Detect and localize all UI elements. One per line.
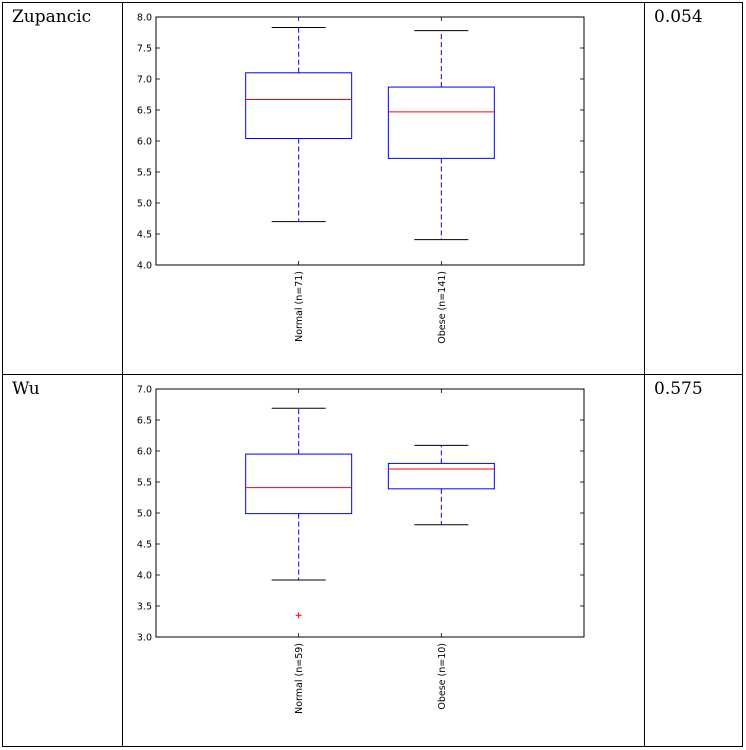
plot-area bbox=[155, 16, 585, 266]
boxplot-chart: 4.0 4.5 5.0 5.5 6.0 6.5 7.0 7.5 8.0 Normal (n=71)… bbox=[137, 13, 585, 344]
p-value: 0.054 bbox=[654, 7, 703, 27]
y-tick-label: 3.0 bbox=[137, 633, 152, 644]
x-tick-label: Normal (n=71) bbox=[294, 271, 305, 342]
study-cell: Zupancic bbox=[2, 2, 123, 375]
table-row: Zupancic 4.0 4.5 5.0 5.5 6.0 6.5 7.0 7.5 8.0 Norm… bbox=[2, 2, 743, 375]
x-tick-label: Normal (n=59) bbox=[294, 643, 305, 714]
y-tick-label: 6.0 bbox=[137, 447, 152, 458]
x-tick-label: Obese (n=10) bbox=[437, 643, 448, 710]
study-name: Wu bbox=[12, 379, 40, 399]
y-tick-label: 4.0 bbox=[137, 261, 152, 272]
iqr-box bbox=[387, 86, 495, 159]
outlier-point bbox=[295, 612, 302, 619]
y-tick-label: 7.5 bbox=[137, 44, 152, 55]
p-value-cell: 0.054 bbox=[644, 2, 743, 375]
y-tick-label: 8.0 bbox=[137, 13, 152, 24]
boxplot-chart: 3.0 3.5 4.0 4.5 5.0 5.5 6.0 6.5 7.0 Normal (n=59)… bbox=[137, 385, 585, 714]
y-tick-label: 5.0 bbox=[137, 199, 152, 210]
y-tick-label: 4.5 bbox=[137, 540, 152, 551]
iqr-box bbox=[245, 453, 353, 515]
y-tick-label: 6.0 bbox=[137, 137, 152, 148]
table-row: Wu 3.0 3.5 4.0 4.5 5.0 5.5 6.0 6.5 7.0 Normal (n=… bbox=[2, 374, 743, 747]
y-tick-label: 4.0 bbox=[137, 571, 152, 582]
iqr-box bbox=[387, 462, 495, 490]
y-tick-label: 5.5 bbox=[137, 478, 152, 489]
y-tick-label: 7.0 bbox=[137, 385, 152, 396]
y-tick-label: 5.5 bbox=[137, 168, 152, 179]
iqr-box bbox=[245, 72, 353, 140]
study-cell: Wu bbox=[2, 374, 123, 747]
plot-cell: 4.0 4.5 5.0 5.5 6.0 6.5 7.0 7.5 8.0 Normal (n=71)… bbox=[122, 2, 645, 375]
x-tick-label: Obese (n=141) bbox=[437, 271, 448, 344]
plot-cell: 3.0 3.5 4.0 4.5 5.0 5.5 6.0 6.5 7.0 Normal (n=59)… bbox=[122, 374, 645, 747]
y-tick-label: 6.5 bbox=[137, 416, 152, 427]
y-tick-label: 4.5 bbox=[137, 230, 152, 241]
y-tick-label: 3.5 bbox=[137, 602, 152, 613]
plot-area bbox=[155, 388, 585, 638]
study-name: Zupancic bbox=[12, 7, 92, 27]
p-value: 0.575 bbox=[654, 379, 703, 399]
y-tick-label: 5.0 bbox=[137, 509, 152, 520]
y-tick-label: 6.5 bbox=[137, 106, 152, 117]
y-tick-label: 7.0 bbox=[137, 75, 152, 86]
p-value-cell: 0.575 bbox=[644, 374, 743, 747]
